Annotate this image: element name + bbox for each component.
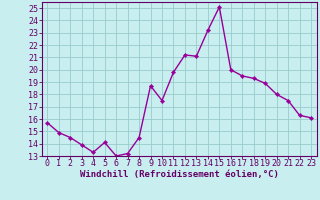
X-axis label: Windchill (Refroidissement éolien,°C): Windchill (Refroidissement éolien,°C) — [80, 170, 279, 179]
